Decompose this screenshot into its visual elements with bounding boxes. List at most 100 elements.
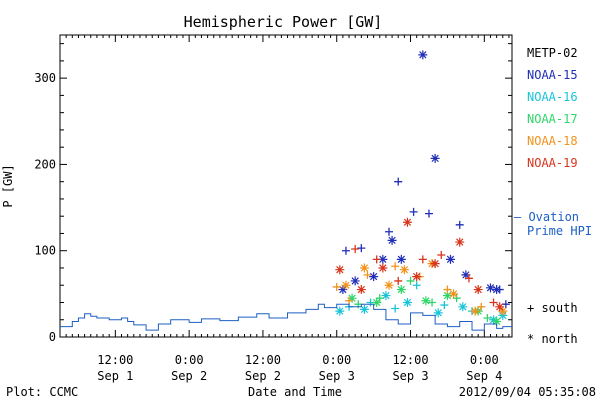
- legend: METP-02 NOAA-15 NOAA-16 NOAA-17 NOAA-18 NOAA-…: [514, 46, 592, 238]
- legend-ovation: Prime HPI: [527, 224, 592, 238]
- south-data-point: [351, 244, 360, 253]
- x-tick-label-time: 0:00: [470, 353, 499, 367]
- north-data-point: [341, 280, 351, 290]
- north-data-point: [470, 306, 480, 316]
- north-data-point: [430, 259, 440, 269]
- north-data-point: [378, 263, 388, 273]
- north-data-point: [495, 302, 505, 312]
- north-data-point: [359, 263, 369, 273]
- ovation-prime-hpi-line: [60, 303, 512, 331]
- plot-frame: [59, 34, 513, 338]
- north-data-point: [485, 283, 495, 293]
- plot-credit: Plot: CCMC: [6, 385, 78, 399]
- north-data-point: [359, 304, 369, 314]
- south-data-point: [357, 244, 366, 253]
- north-data-point: [461, 270, 471, 280]
- north-data-point: [399, 265, 409, 275]
- legend-ovation: — Ovation: [514, 210, 579, 224]
- legend-entry: NOAA-15: [527, 68, 578, 82]
- marker-legend-north: * north: [527, 332, 578, 346]
- north-data-point: [338, 285, 348, 295]
- north-data-point: [402, 297, 412, 307]
- x-tick-label-date: Sep 3: [319, 369, 355, 383]
- north-data-point: [372, 297, 382, 307]
- south-data-point: [341, 246, 350, 255]
- south-data-point: [394, 177, 403, 186]
- south-data-point: [418, 255, 427, 264]
- south-data-point: [385, 227, 394, 236]
- y-tick-label: 300: [34, 71, 56, 85]
- south-data-point: [424, 209, 433, 218]
- x-tick-label-date: Sep 4: [466, 369, 502, 383]
- north-data-point: [430, 153, 440, 163]
- y-tick-label: 200: [34, 157, 56, 171]
- north-data-point: [335, 306, 345, 316]
- x-tick-label-date: Sep 2: [245, 369, 281, 383]
- south-data-point: [443, 285, 452, 294]
- south-data-point: [428, 298, 437, 307]
- south-data-point: [440, 301, 449, 310]
- south-data-point: [372, 255, 381, 264]
- legend-entry: METP-02: [527, 46, 578, 60]
- north-data-point: [498, 306, 508, 316]
- north-data-point: [381, 291, 391, 301]
- north-data-point: [449, 289, 459, 299]
- legend-entry: NOAA-19: [527, 156, 578, 170]
- north-data-point: [356, 285, 366, 295]
- south-data-point: [363, 270, 372, 279]
- south-data-point: [437, 251, 446, 260]
- x-tick-label-date: Sep 1: [97, 369, 133, 383]
- south-data-point: [483, 314, 492, 323]
- south-data-point: [332, 282, 341, 291]
- north-data-point: [473, 285, 483, 295]
- north-data-point: [335, 265, 345, 275]
- north-data-point: [455, 237, 465, 247]
- north-data-point: [442, 291, 452, 301]
- south-data-point: [477, 302, 486, 311]
- south-data-point: [406, 276, 415, 285]
- north-data-point: [396, 254, 406, 264]
- north-data-point: [350, 276, 360, 286]
- legend-entry: NOAA-18: [527, 134, 578, 148]
- north-data-point: [492, 285, 502, 295]
- south-data-point: [489, 298, 498, 307]
- legend-entry: NOAA-16: [527, 90, 578, 104]
- x-tick-label-time: 0:00: [322, 353, 351, 367]
- north-data-point: [421, 296, 431, 306]
- north-data-point: [402, 217, 412, 227]
- north-data-point: [418, 50, 428, 60]
- y-tick-label: 0: [49, 330, 56, 344]
- south-data-point: [412, 281, 421, 290]
- north-data-point: [458, 302, 468, 312]
- north-data-point: [396, 285, 406, 295]
- north-data-point: [347, 293, 357, 303]
- marker-legend-south: + south: [527, 301, 578, 315]
- x-tick-label-time: 12:00: [392, 353, 428, 367]
- north-data-point: [433, 308, 443, 318]
- north-data-point: [387, 235, 397, 245]
- north-data-point: [384, 280, 394, 290]
- south-data-point: [394, 276, 403, 285]
- plot-timestamp: 2012/09/04 05:35:08: [459, 385, 596, 399]
- x-tick-label-date: Sep 2: [171, 369, 207, 383]
- x-tick-label-time: 0:00: [175, 353, 204, 367]
- x-tick-label-time: 12:00: [245, 353, 281, 367]
- x-axis-label: Date and Time: [248, 385, 342, 399]
- north-data-point: [446, 254, 456, 264]
- y-axis-label: P [GW]: [1, 164, 15, 207]
- north-data-point: [378, 254, 388, 264]
- south-data-point: [464, 274, 473, 283]
- chart-title: Hemispheric Power [GW]: [184, 13, 383, 31]
- legend-entry: NOAA-17: [527, 112, 578, 126]
- south-data-point: [409, 207, 418, 216]
- y-axis: 0 100 200 300: [34, 43, 512, 344]
- south-data-point: [391, 304, 400, 313]
- plot-area: [60, 50, 512, 331]
- north-data-point: [492, 316, 502, 326]
- south-data-point: [501, 300, 510, 309]
- north-data-point: [369, 272, 379, 282]
- x-tick-label-time: 12:00: [97, 353, 133, 367]
- x-tick-label-date: Sep 3: [392, 369, 428, 383]
- south-data-point: [391, 262, 400, 271]
